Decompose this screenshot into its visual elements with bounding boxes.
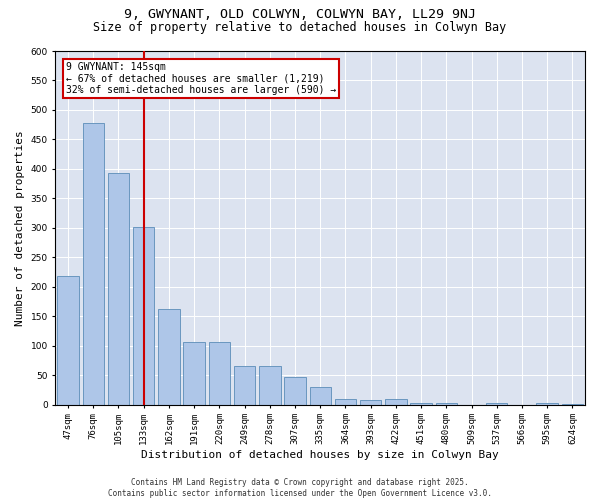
Bar [234, 366, 255, 405]
Text: 9, GWYNANT, OLD COLWYN, COLWYN BAY, LL29 9NJ: 9, GWYNANT, OLD COLWYN, COLWYN BAY, LL29… [124, 8, 476, 20]
Bar [284, 377, 306, 404]
Bar [83, 123, 104, 404]
Bar [58, 276, 79, 404]
Bar [108, 173, 129, 404]
Text: Contains HM Land Registry data © Crown copyright and database right 2025.
Contai: Contains HM Land Registry data © Crown c… [108, 478, 492, 498]
Bar [133, 226, 154, 404]
Text: Size of property relative to detached houses in Colwyn Bay: Size of property relative to detached ho… [94, 21, 506, 34]
Bar [184, 342, 205, 404]
Bar [335, 398, 356, 404]
Bar [385, 398, 407, 404]
X-axis label: Distribution of detached houses by size in Colwyn Bay: Distribution of detached houses by size … [142, 450, 499, 460]
Bar [360, 400, 382, 404]
Y-axis label: Number of detached properties: Number of detached properties [15, 130, 25, 326]
Bar [209, 342, 230, 404]
Bar [158, 308, 179, 404]
Text: 9 GWYNANT: 145sqm
← 67% of detached houses are smaller (1,219)
32% of semi-detac: 9 GWYNANT: 145sqm ← 67% of detached hous… [66, 62, 336, 95]
Bar [310, 387, 331, 404]
Bar [410, 403, 432, 404]
Bar [259, 366, 281, 405]
